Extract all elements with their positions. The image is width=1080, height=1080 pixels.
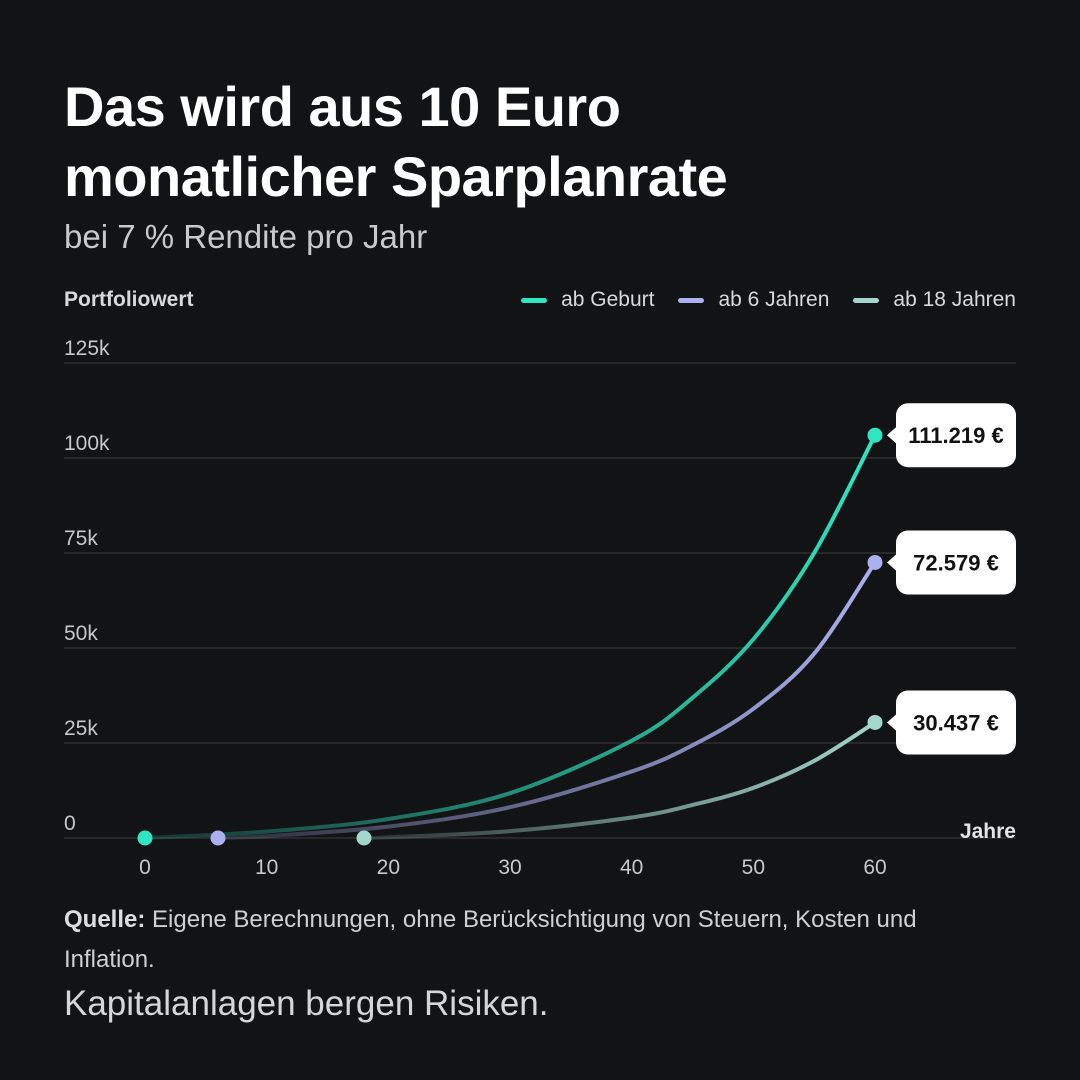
start-point [210, 830, 226, 846]
legend: ab Geburt ab 6 Jahren ab 18 Jahren [521, 288, 1016, 312]
y-tick-label: 75k [64, 527, 98, 550]
title-line-2: monatlicher Sparplanrate [64, 145, 728, 208]
legend-label: ab Geburt [561, 288, 655, 311]
legend-swatch-icon [853, 297, 880, 303]
x-tick-label: 10 [255, 856, 278, 879]
legend-label: ab 6 Jahren [718, 288, 830, 311]
series-line [143, 433, 877, 840]
legend-item-ab-6-jahren: ab 6 Jahren [678, 288, 829, 312]
series-line [362, 720, 877, 841]
x-tick-label: 50 [742, 856, 765, 879]
series-line [216, 560, 877, 840]
y-tick-label: 125k [64, 337, 110, 360]
legend-label: ab 18 Jahren [893, 288, 1016, 311]
y-tick-label: 25k [64, 717, 98, 740]
x-tick-label: 60 [863, 856, 886, 879]
legend-item-ab-geburt: ab Geburt [521, 288, 654, 312]
x-tick-label: 40 [620, 856, 643, 879]
y-axis-label: Portfoliowert [64, 288, 194, 311]
x-tick-label: 30 [498, 856, 521, 879]
data-label: 30.437 € [913, 710, 999, 735]
data-label: 111.219 € [908, 423, 1003, 448]
x-axis-label: Jahre [960, 820, 1016, 843]
source-note: Quelle: Eigene Berechnungen, ohne Berück… [64, 900, 964, 980]
end-point [867, 555, 883, 570]
data-label-box [887, 530, 1016, 595]
y-tick-label: 100k [64, 432, 110, 455]
chart-subtitle: bei 7 % Rendite pro Jahr [64, 218, 428, 255]
title-line-1: Das wird aus 10 Euro [64, 75, 621, 138]
data-label-box [887, 403, 1016, 468]
start-point [137, 830, 153, 846]
start-point [356, 830, 372, 846]
chart-title: Das wird aus 10 Euro monatlicher Sparpla… [64, 72, 1024, 212]
y-tick-label: 50k [64, 622, 98, 645]
source-text: Eigene Berechnungen, ohne Berücksichtigu… [64, 906, 917, 973]
data-label-box [887, 690, 1016, 755]
legend-swatch-icon [521, 297, 548, 303]
legend-item-ab-18-jahren: ab 18 Jahren [853, 288, 1016, 312]
x-tick-label: 20 [377, 856, 400, 879]
legend-swatch-icon [678, 297, 705, 303]
y-tick-label: 0 [64, 812, 76, 835]
end-point [867, 427, 883, 443]
risk-disclaimer: Kapitalanlagen bergen Risiken. [64, 984, 549, 1023]
end-point [867, 714, 883, 730]
source-label: Quelle: [64, 906, 146, 933]
data-label: 72.579 € [913, 551, 999, 576]
x-tick-label: 0 [139, 856, 151, 879]
